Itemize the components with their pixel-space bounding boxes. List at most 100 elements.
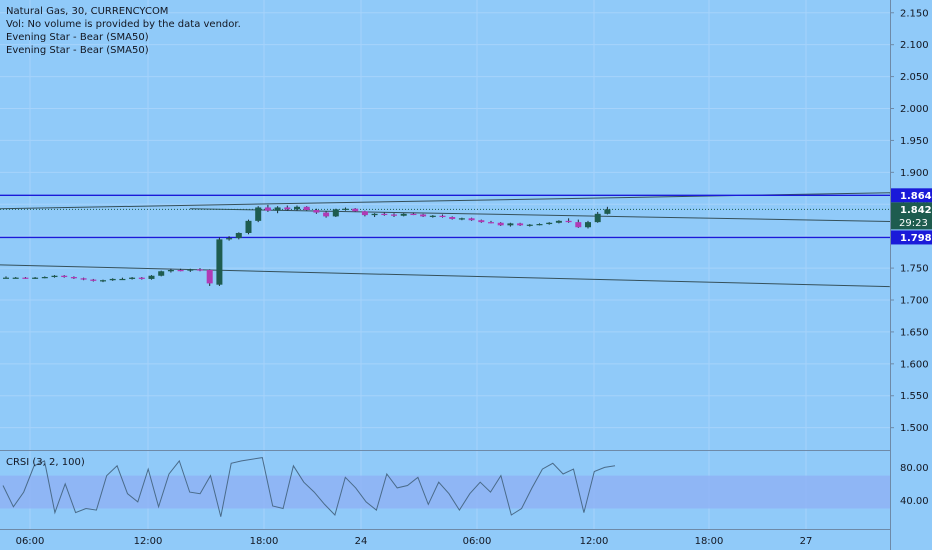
time-tick-label: 06:00 <box>463 536 492 547</box>
candle <box>32 277 39 279</box>
candle-body <box>129 277 136 279</box>
candle <box>187 268 194 272</box>
candle <box>3 276 9 279</box>
time-tick-label: 27 <box>800 536 813 547</box>
bar-countdown-label: 29:23 <box>899 218 928 229</box>
crsi-band-fill <box>0 475 890 509</box>
crsi-axis[interactable]: 40.00 80.00 <box>900 463 929 507</box>
candle <box>148 275 155 280</box>
study-label-1[interactable]: Evening Star - Bear (SMA50) <box>6 32 149 43</box>
candle <box>294 205 300 211</box>
candle <box>51 275 58 278</box>
candle <box>420 213 427 218</box>
candle <box>264 204 271 212</box>
candle-body <box>235 232 242 239</box>
candle <box>22 277 29 279</box>
candle <box>129 277 136 280</box>
candle-body <box>177 270 184 272</box>
price-tick-label: 1.600 <box>900 359 929 370</box>
candle <box>41 276 48 279</box>
candle-body <box>604 209 611 214</box>
candle-body <box>22 277 29 279</box>
candle-body <box>138 277 145 279</box>
candle <box>381 212 388 216</box>
horizontal-lines[interactable] <box>0 194 890 239</box>
crsi-series <box>2 457 616 517</box>
level-price-tag-label: 1.798 <box>900 233 932 244</box>
candle <box>206 269 213 286</box>
candle <box>138 277 145 280</box>
candle <box>536 223 543 226</box>
candle <box>371 213 378 218</box>
candle-body <box>245 220 252 233</box>
trendline[interactable] <box>189 208 891 222</box>
candle-body <box>313 210 320 213</box>
time-axis[interactable]: 06:00 12:00 18:00 24 06:00 12:00 18:00 27 <box>16 536 813 547</box>
candle-body <box>488 222 494 224</box>
candle <box>429 215 436 218</box>
candle-body <box>526 224 533 226</box>
price-tick-label: 1.650 <box>900 327 929 338</box>
candle-body <box>517 223 524 226</box>
study-label-2[interactable]: Evening Star - Bear (SMA50) <box>6 45 149 56</box>
candle-body <box>323 212 330 217</box>
symbol-title[interactable]: Natural Gas, 30, CURRENCYCOM <box>6 6 169 17</box>
candle-body <box>400 213 407 216</box>
candle-body <box>361 211 368 216</box>
candle-body <box>255 207 262 221</box>
time-tick-label: 06:00 <box>16 536 45 547</box>
last-price-label: 1.842 <box>900 205 932 216</box>
candle <box>391 213 397 218</box>
candle-body <box>449 217 456 219</box>
candle <box>109 278 116 281</box>
candle <box>546 222 553 225</box>
candle-body <box>206 270 213 284</box>
candle <box>100 279 106 283</box>
candle <box>478 219 485 223</box>
candle-body <box>90 279 97 281</box>
time-tick-label: 12:00 <box>134 536 163 547</box>
price-tick-label: 2.150 <box>900 8 929 19</box>
candle-body <box>70 277 77 279</box>
candle-body <box>381 213 388 216</box>
candle-body <box>565 220 572 223</box>
candle-body <box>226 238 233 240</box>
candle <box>167 268 174 273</box>
candle-body <box>585 222 591 228</box>
candle-body <box>216 239 223 285</box>
candle <box>575 219 582 228</box>
candle <box>323 211 330 218</box>
candle <box>158 270 165 277</box>
candle-body <box>148 275 155 279</box>
candle <box>61 275 68 278</box>
candle <box>235 232 242 240</box>
candle <box>255 206 262 223</box>
candle <box>303 206 310 211</box>
candle-body <box>352 208 359 212</box>
candle <box>555 220 562 224</box>
time-tick-label: 18:00 <box>695 536 724 547</box>
level-price-tag-label: 1.864 <box>900 191 932 202</box>
candle <box>604 206 611 215</box>
crsi-tick-label: 40.00 <box>900 496 929 507</box>
crsi-line <box>2 457 616 517</box>
candle-body <box>391 214 397 216</box>
candle-body <box>264 207 271 211</box>
candle <box>80 277 87 281</box>
candle <box>313 208 320 214</box>
candle-body <box>51 275 58 278</box>
candle <box>497 222 504 226</box>
candle <box>70 276 77 279</box>
candle-body <box>555 220 562 223</box>
crsi-title[interactable]: CRSI (3, 2, 100) <box>6 457 85 468</box>
level-price-tag <box>891 188 932 203</box>
candle <box>274 206 281 214</box>
candle-body <box>167 270 174 272</box>
crsi-tick-label: 80.00 <box>900 463 929 474</box>
chart-legend: Natural Gas, 30, CURRENCYCOM Vol: No vol… <box>6 5 241 57</box>
trendline[interactable] <box>0 264 891 288</box>
candle-body <box>187 269 194 271</box>
candle <box>449 216 456 220</box>
price-tick-label: 1.500 <box>900 423 929 434</box>
